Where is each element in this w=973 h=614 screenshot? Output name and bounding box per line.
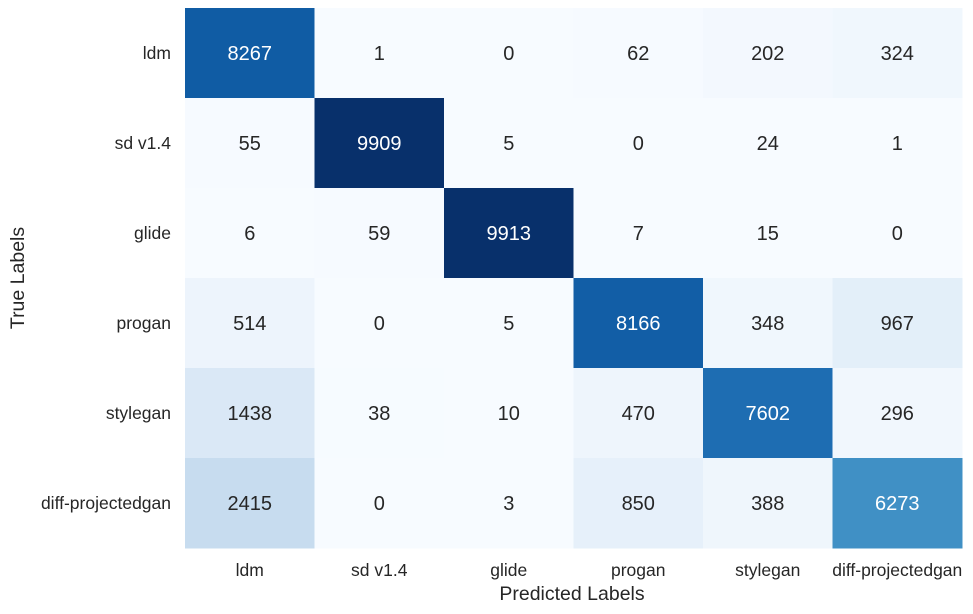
cell-value-label: 388 <box>751 493 784 515</box>
cell-value-label: 10 <box>498 403 520 425</box>
x-tick-label: stylegan <box>735 560 800 580</box>
heatmap-cell <box>444 8 574 99</box>
x-tick-label: ldm <box>236 560 264 580</box>
cell-value-label: 850 <box>622 493 655 515</box>
heatmap-cell <box>832 8 963 99</box>
heatmap-cell <box>444 278 574 369</box>
cell-value-label: 1 <box>374 43 385 65</box>
heatmap-cell <box>444 458 574 549</box>
heatmap-cell <box>444 368 574 459</box>
y-tick-label: stylegan <box>106 403 171 423</box>
y-tick-label: diff-projectedgan <box>41 493 171 513</box>
cell-value-label: 9909 <box>357 133 402 155</box>
heatmap-cell <box>573 368 704 459</box>
cell-value-label: 1 <box>892 133 903 155</box>
cell-value-label: 0 <box>633 133 644 155</box>
heatmap-cell <box>703 188 833 279</box>
heatmap-cell <box>832 188 963 279</box>
cell-value-label: 514 <box>233 313 266 335</box>
cell-value-label: 202 <box>751 43 784 65</box>
cell-value-label: 15 <box>757 223 779 245</box>
cell-value-label: 55 <box>239 133 261 155</box>
heatmap-cell <box>832 278 963 369</box>
heatmap-cell <box>703 458 833 549</box>
cell-value-label: 6 <box>244 223 255 245</box>
heatmap-cell <box>832 98 963 189</box>
cell-value-label: 324 <box>881 43 914 65</box>
heatmap-cell <box>314 8 445 99</box>
cell-value-label: 8267 <box>228 43 273 65</box>
heatmap-cell <box>314 458 445 549</box>
heatmap-cell <box>185 188 315 279</box>
heatmap-cells <box>185 8 963 549</box>
cell-value-label: 5 <box>503 133 514 155</box>
cell-value-label: 296 <box>881 403 914 425</box>
y-tick-labels: ldm sd v1.4 glide progan stylegan diff-projec… <box>41 43 171 513</box>
cell-value-label: 7 <box>633 223 644 245</box>
cell-value-label: 24 <box>757 133 779 155</box>
heatmap-cell <box>703 368 833 459</box>
cell-value-label: 0 <box>503 43 514 65</box>
cell-value-label: 470 <box>622 403 655 425</box>
cell-value-label: 967 <box>881 313 914 335</box>
heatmap-cell <box>573 278 704 369</box>
cell-value-label: 0 <box>374 313 385 335</box>
x-axis-label: Predicted Labels <box>499 583 645 605</box>
heatmap-cell <box>573 458 704 549</box>
heatmap-cell <box>703 278 833 369</box>
cell-value-label: 0 <box>892 223 903 245</box>
cell-value-label: 348 <box>751 313 784 335</box>
heatmap-cell <box>573 8 704 99</box>
heatmap-cell <box>314 188 445 279</box>
heatmap-cell <box>185 8 315 99</box>
heatmap-cell <box>703 98 833 189</box>
y-tick-label: glide <box>134 223 171 243</box>
heatmap-cell <box>573 188 704 279</box>
cell-value-label: 38 <box>368 403 390 425</box>
x-tick-label: glide <box>490 560 527 580</box>
heatmap-cell <box>185 368 315 459</box>
cell-value-label: 5 <box>503 313 514 335</box>
heatmap-cell <box>314 278 445 369</box>
heatmap-cell <box>314 98 445 189</box>
heatmap-cell <box>832 458 963 549</box>
y-tick-label: ldm <box>143 43 171 63</box>
heatmap-cell <box>185 458 315 549</box>
heatmap-cell <box>573 98 704 189</box>
cell-value-label: 0 <box>374 493 385 515</box>
cell-value-label: 9913 <box>487 223 532 245</box>
cell-value-label: 59 <box>368 223 390 245</box>
heatmap-cell <box>314 368 445 459</box>
cell-value-label: 2415 <box>228 493 273 515</box>
y-tick-label: progan <box>117 313 172 333</box>
heatmap-cell <box>444 188 574 279</box>
heatmap-cell <box>185 98 315 189</box>
y-tick-label: sd v1.4 <box>115 133 172 153</box>
cell-value-label: 3 <box>503 493 514 515</box>
cell-value-label: 62 <box>627 43 649 65</box>
cell-value-label: 1438 <box>228 403 273 425</box>
heatmap-cell <box>185 278 315 369</box>
cell-value-label: 6273 <box>875 493 920 515</box>
heatmap-cell <box>703 8 833 99</box>
x-tick-label: diff-projectedgan <box>832 560 962 580</box>
cell-value-label: 7602 <box>746 403 791 425</box>
y-axis-label: True Labels <box>7 227 29 330</box>
x-tick-labels: ldm sd v1.4 glide progan stylegan diff-projec… <box>236 560 963 580</box>
x-tick-label: progan <box>611 560 666 580</box>
cell-value-label: 8166 <box>616 313 661 335</box>
heatmap-cell <box>444 98 574 189</box>
heatmap-cell <box>832 368 963 459</box>
x-tick-label: sd v1.4 <box>351 560 408 580</box>
